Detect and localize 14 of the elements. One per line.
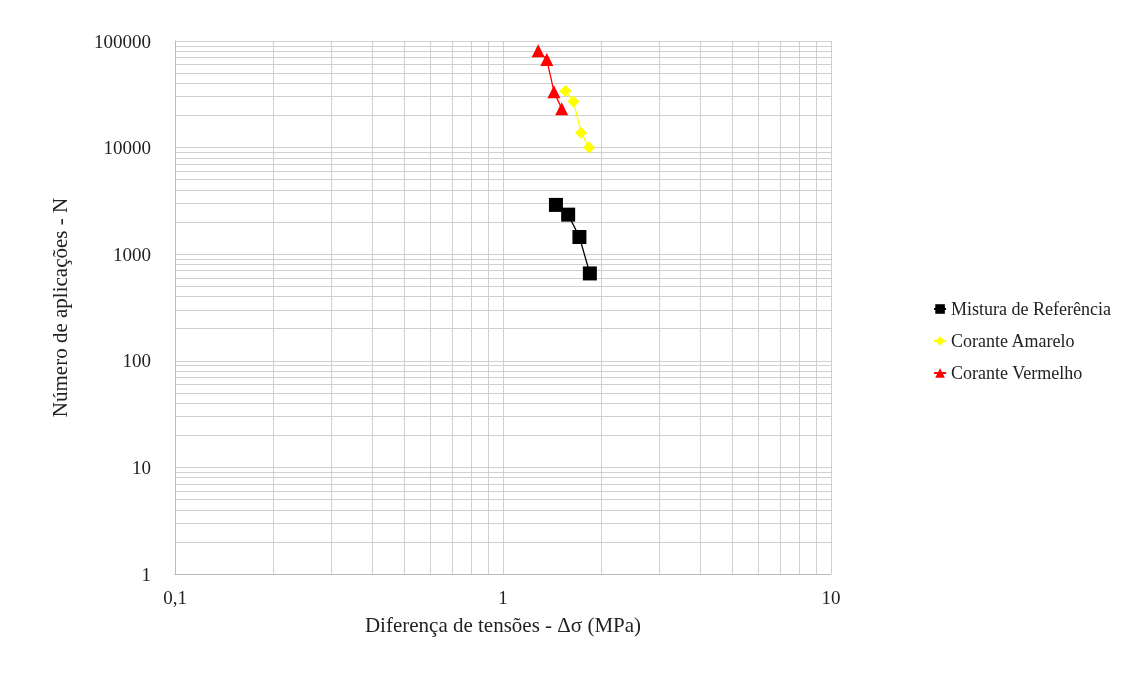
x-tick-label: 10 (821, 587, 841, 608)
y-tick-label: 100000 (94, 30, 151, 52)
x-tick-label: 0,1 (163, 587, 187, 608)
x-tick-label: 1 (498, 587, 508, 608)
legend-label: Mistura de Referência (951, 299, 1112, 319)
legend-label: Corante Vermelho (951, 363, 1083, 383)
y-tick-label: 1000 (113, 243, 151, 265)
x-axis-title: Diferença de tensões - Δσ (MPa) (364, 612, 642, 637)
y-axis-title: Número de aplicações - N (47, 197, 72, 418)
y-tick-label: 1 (141, 563, 151, 585)
legend-label: Corante Amarelo (951, 331, 1075, 351)
y-tick-label: 100 (122, 350, 151, 372)
y-tick-label: 10000 (103, 137, 151, 159)
y-tick-label: 10 (132, 456, 151, 478)
